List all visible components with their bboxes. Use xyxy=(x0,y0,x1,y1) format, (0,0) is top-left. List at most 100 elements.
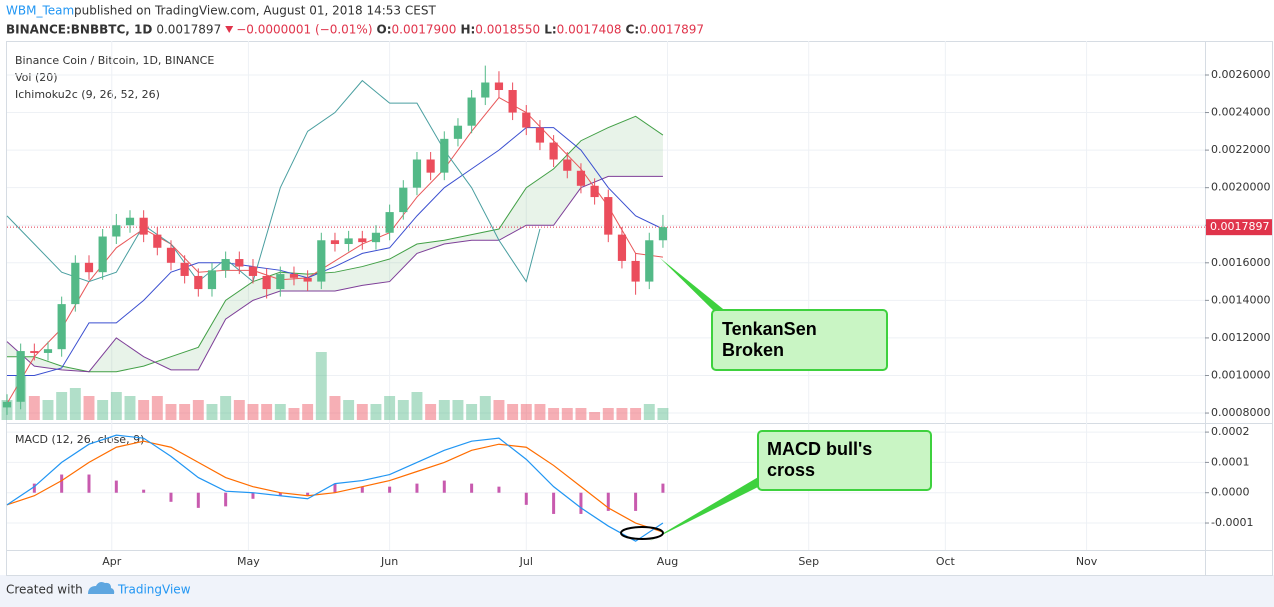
candle-body xyxy=(57,304,66,350)
candle-body xyxy=(371,232,381,243)
brand-logo[interactable] xyxy=(88,582,115,594)
volume-bar xyxy=(56,392,68,420)
volume-bar xyxy=(97,400,109,420)
x-tick-label: Jun xyxy=(380,555,398,568)
volume-bar xyxy=(411,392,423,420)
candle-body xyxy=(98,236,107,273)
candle-body xyxy=(440,138,449,173)
y-tick-label: 0.0026000 xyxy=(1211,68,1271,81)
histogram-bar xyxy=(224,492,228,507)
volume-bar xyxy=(466,404,478,420)
volume-bar xyxy=(124,396,136,420)
candle-body xyxy=(330,240,340,245)
histogram-bar xyxy=(60,474,64,493)
candle-body xyxy=(139,217,148,235)
down-arrow xyxy=(225,26,234,33)
candle-body xyxy=(43,349,53,353)
volume-bar xyxy=(534,404,546,420)
candle-body xyxy=(426,159,435,173)
candle-body xyxy=(166,247,176,263)
volume-bar xyxy=(493,400,505,420)
brand-link[interactable]: TradingView xyxy=(117,583,191,597)
volume-bar xyxy=(110,392,122,420)
indicator-label: Vol (20) xyxy=(15,71,58,84)
author[interactable]: WBM_Team xyxy=(6,4,74,18)
volume-bar xyxy=(479,396,491,420)
candle-body xyxy=(344,238,353,245)
candle-body xyxy=(576,170,586,186)
candle-body xyxy=(385,212,394,233)
candle-body xyxy=(84,262,94,273)
volume-bar xyxy=(42,400,54,420)
volume-bar xyxy=(28,396,40,420)
histogram-bar xyxy=(634,492,638,511)
last-price-box xyxy=(1206,219,1272,236)
indicator-line xyxy=(7,127,664,376)
published: published on TradingView.com, August 01,… xyxy=(74,4,436,18)
volume-bar xyxy=(630,408,642,420)
volume-bar xyxy=(616,408,628,420)
candle-body xyxy=(71,262,80,305)
callout-text: MACD bull's xyxy=(767,439,872,459)
ohlc-label: H: xyxy=(460,23,475,37)
candle-body xyxy=(125,217,135,226)
volume-bar xyxy=(83,396,95,420)
y-tick-label: 0.0000 xyxy=(1211,486,1250,499)
x-tick-label: May xyxy=(237,555,260,568)
callout-box xyxy=(757,430,932,491)
volume-bar xyxy=(288,408,300,420)
volume-bar xyxy=(643,404,655,420)
histogram-bar xyxy=(278,492,282,496)
last-price-label: 0.0017897 xyxy=(1210,220,1270,233)
candle-body xyxy=(289,274,299,278)
ohlc-value: 0.0017408 xyxy=(557,23,622,37)
y-tick-label: 0.0008000 xyxy=(1211,406,1271,419)
macd-line xyxy=(6,434,664,542)
candle-body xyxy=(112,225,121,237)
histogram-bar xyxy=(32,483,36,493)
volume-bar xyxy=(520,404,532,420)
highlight-ellipse xyxy=(620,526,664,540)
volume-bar xyxy=(602,408,614,420)
candle-body xyxy=(248,266,258,276)
volume-bar xyxy=(356,404,368,420)
volume-bar xyxy=(247,404,259,420)
histogram-bar xyxy=(524,492,528,505)
candle-body xyxy=(153,234,162,248)
x-tick-label: Oct xyxy=(936,555,956,568)
histogram-bar xyxy=(306,492,310,496)
ohlc-label: O: xyxy=(377,23,392,37)
volume-bar xyxy=(138,400,150,420)
candle-body xyxy=(604,197,613,235)
callout-pointer xyxy=(660,258,728,313)
ohlc-value: 0.0017900 xyxy=(392,23,457,37)
candle-body xyxy=(535,127,545,143)
annotations: TenkanSen Broken MACD bull's cross xyxy=(620,258,932,541)
histogram-bar xyxy=(360,486,364,493)
signal-line xyxy=(6,440,664,533)
candle-body xyxy=(563,159,572,171)
candle-body xyxy=(522,112,531,128)
candle-body xyxy=(631,260,640,282)
y-tick-label: 0.0001 xyxy=(1211,455,1250,468)
volume-bar xyxy=(315,352,327,420)
volume-bar xyxy=(302,404,314,420)
candle-body xyxy=(221,259,230,271)
candle-body xyxy=(303,277,312,282)
volume-bar xyxy=(561,408,573,420)
callout-text: Broken xyxy=(722,340,784,360)
footer-bg xyxy=(0,575,1274,607)
volume-bar xyxy=(452,400,464,420)
histogram-bar xyxy=(388,486,392,493)
y-tick-label: 0.0010000 xyxy=(1211,368,1271,381)
volume-bar xyxy=(233,400,245,420)
histogram-bar xyxy=(114,480,118,493)
pane-title: Binance Coin / Bitcoin, 1D, BINANCE xyxy=(15,54,214,67)
candle-body xyxy=(207,270,217,290)
candle-body xyxy=(399,187,408,213)
volume-bar xyxy=(151,396,163,420)
callout-text: cross xyxy=(767,460,815,480)
candle-body xyxy=(549,142,558,160)
